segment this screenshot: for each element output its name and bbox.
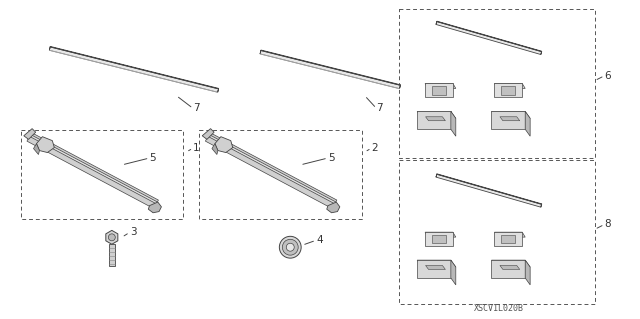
Text: 7: 7	[193, 103, 200, 114]
Polygon shape	[432, 235, 446, 243]
Polygon shape	[260, 50, 261, 54]
Polygon shape	[148, 202, 161, 213]
Polygon shape	[436, 174, 437, 177]
Polygon shape	[437, 21, 541, 52]
Polygon shape	[436, 22, 541, 55]
Bar	[399, 160, 595, 304]
Polygon shape	[501, 235, 515, 243]
Polygon shape	[417, 260, 456, 267]
Polygon shape	[437, 174, 541, 204]
Polygon shape	[492, 111, 525, 129]
Polygon shape	[425, 84, 453, 97]
Polygon shape	[500, 265, 520, 270]
Polygon shape	[29, 133, 159, 205]
Polygon shape	[50, 47, 219, 89]
Polygon shape	[451, 111, 456, 136]
Polygon shape	[495, 84, 522, 97]
Text: XSCV1L020B: XSCV1L020B	[474, 304, 524, 313]
Polygon shape	[207, 133, 337, 205]
Polygon shape	[425, 84, 456, 88]
Text: 4: 4	[316, 235, 323, 245]
Text: 2: 2	[372, 143, 378, 153]
Polygon shape	[417, 260, 451, 278]
Polygon shape	[492, 260, 525, 278]
Text: 7: 7	[376, 103, 383, 114]
Bar	[20, 130, 183, 219]
Circle shape	[108, 234, 115, 241]
Text: 5: 5	[150, 153, 156, 163]
Polygon shape	[49, 47, 51, 50]
Text: 1: 1	[193, 143, 200, 153]
Polygon shape	[218, 88, 219, 92]
Polygon shape	[49, 47, 218, 92]
Polygon shape	[425, 232, 453, 246]
Polygon shape	[206, 135, 336, 207]
Polygon shape	[525, 260, 530, 285]
Polygon shape	[28, 135, 157, 207]
Polygon shape	[492, 260, 530, 267]
Polygon shape	[417, 111, 451, 129]
Polygon shape	[27, 136, 156, 209]
Polygon shape	[432, 86, 446, 94]
Polygon shape	[36, 137, 54, 152]
Polygon shape	[525, 111, 530, 136]
Polygon shape	[327, 202, 340, 213]
Polygon shape	[495, 84, 525, 88]
Circle shape	[279, 236, 301, 258]
Bar	[199, 130, 362, 219]
Polygon shape	[205, 136, 335, 209]
Polygon shape	[436, 174, 541, 207]
Polygon shape	[495, 232, 522, 246]
Polygon shape	[436, 21, 437, 25]
Polygon shape	[215, 137, 233, 152]
Polygon shape	[417, 111, 456, 118]
Polygon shape	[425, 232, 456, 237]
Polygon shape	[451, 260, 456, 285]
Polygon shape	[426, 265, 445, 270]
Text: 6: 6	[605, 71, 611, 81]
Text: 8: 8	[605, 219, 611, 229]
Text: 5: 5	[328, 153, 335, 163]
Polygon shape	[106, 230, 118, 244]
Polygon shape	[33, 144, 40, 154]
Polygon shape	[501, 86, 515, 94]
Polygon shape	[260, 50, 401, 89]
Polygon shape	[212, 144, 218, 154]
Polygon shape	[426, 117, 445, 121]
Polygon shape	[399, 85, 401, 89]
Circle shape	[282, 239, 298, 255]
Circle shape	[286, 243, 294, 251]
Polygon shape	[261, 50, 401, 85]
Polygon shape	[495, 232, 525, 237]
Polygon shape	[202, 129, 214, 139]
Polygon shape	[24, 129, 36, 139]
Text: 3: 3	[130, 227, 136, 237]
Polygon shape	[492, 111, 530, 118]
Polygon shape	[109, 244, 115, 266]
Bar	[399, 9, 595, 158]
Polygon shape	[500, 117, 520, 121]
